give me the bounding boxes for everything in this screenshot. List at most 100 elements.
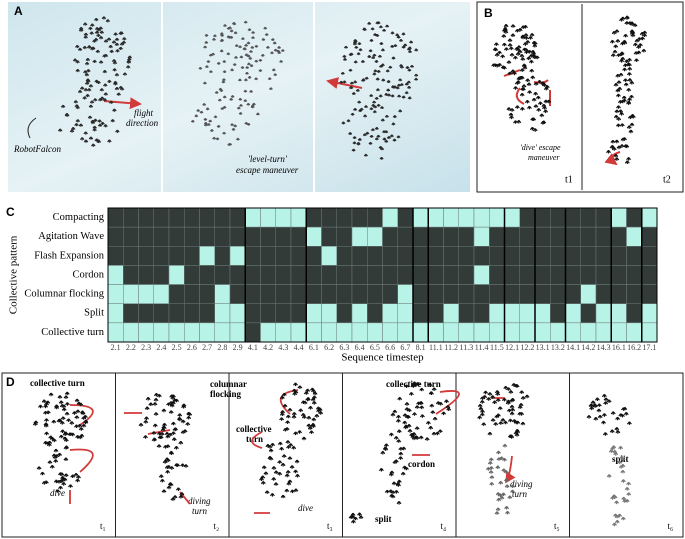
heat-cell (229, 207, 246, 228)
heat-cell (504, 265, 520, 285)
heat-cell (565, 322, 581, 343)
heat-cell (473, 322, 490, 343)
heat-cell (550, 207, 566, 228)
heat-cell (458, 284, 475, 304)
heat-cell (199, 207, 215, 228)
heat-cell (367, 226, 383, 247)
heat-cell (214, 226, 231, 247)
pattern-label: split (375, 514, 392, 524)
heat-cell (595, 207, 612, 228)
column-label: 11.1 (429, 343, 443, 352)
annotation: flight (134, 108, 154, 118)
heat-cell (397, 226, 414, 247)
column-label: 11.3 (460, 343, 474, 352)
arrows (69, 389, 512, 514)
heat-cell (367, 207, 383, 228)
panel-label: A (14, 4, 23, 18)
heat-cell (397, 265, 414, 285)
heat-cell (351, 246, 368, 266)
heat-cell (534, 284, 551, 304)
heat-cell (199, 226, 215, 247)
heat-cell (351, 226, 368, 247)
heat-cell (458, 265, 475, 285)
column-label: 6.5 (370, 343, 380, 352)
heat-cell (443, 246, 459, 266)
heat-cell (245, 207, 261, 228)
heat-cell (367, 246, 383, 266)
heat-cell (428, 246, 444, 266)
column-label: 4.4 (294, 343, 304, 352)
heat-cell (214, 246, 231, 266)
arrow (326, 77, 363, 89)
pattern-label: turn (246, 434, 263, 444)
panel-label: B (484, 6, 493, 20)
heat-cell (641, 207, 658, 228)
heat-cell (626, 284, 642, 304)
heat-cell (519, 246, 536, 266)
heat-cell (214, 207, 231, 228)
heat-cell (611, 303, 627, 324)
column-label: 13.2 (551, 343, 565, 352)
heat-cell (290, 265, 307, 285)
heat-cell (123, 226, 139, 247)
heat-cell (336, 207, 353, 228)
heat-cell (397, 322, 414, 343)
heat-cell (489, 322, 505, 343)
heat-cell (351, 322, 368, 343)
heat-cell (306, 226, 322, 247)
heat-cell (199, 246, 215, 266)
heat-cell (641, 322, 658, 343)
heat-cell (397, 303, 414, 324)
row-label: Agitation Wave (38, 231, 104, 242)
heat-cell (153, 322, 170, 343)
heat-cell (184, 246, 200, 266)
heat-cell (336, 284, 353, 304)
column-label: 4.2 (263, 343, 273, 352)
heat-cell (184, 322, 200, 343)
row-label: Collective turn (41, 327, 104, 338)
heat-cell (153, 207, 170, 228)
heat-cell (260, 265, 276, 285)
heat-cell (306, 322, 322, 343)
heat-cell (229, 284, 246, 304)
photo-strip (8, 2, 470, 192)
heat-cell (260, 303, 276, 324)
heat-cell (534, 303, 551, 324)
heat-cell (184, 226, 200, 247)
annotation: RobotFalcon (13, 144, 61, 154)
heat-cell (229, 303, 246, 324)
heat-cell (458, 246, 475, 266)
heat-cell (550, 303, 566, 324)
flock (57, 16, 133, 147)
heat-cell (107, 322, 124, 343)
heat-cell (595, 284, 612, 304)
flock (190, 20, 285, 146)
heat-cell (107, 303, 124, 324)
pattern-label: diving (188, 496, 211, 506)
heat-cell (580, 322, 597, 343)
heat-cell (519, 303, 536, 324)
heat-cell (321, 207, 337, 228)
flock (339, 21, 419, 160)
time-label: t₄ (441, 521, 447, 531)
row-label: Columnar flocking (24, 289, 104, 300)
heat-cell (428, 226, 444, 247)
heat-cell (443, 226, 459, 247)
heat-cell (519, 207, 536, 228)
heat-cell (397, 246, 414, 266)
heat-cell (260, 246, 276, 266)
heat-cell (580, 265, 597, 285)
heat-cell (382, 226, 398, 247)
heat-cell (107, 265, 124, 285)
heat-cell (580, 284, 597, 304)
heat-cell (611, 265, 627, 285)
pattern-label: split (612, 454, 629, 464)
heat-cell (382, 207, 398, 228)
heat-cell (412, 246, 429, 266)
heat-cell (138, 207, 154, 228)
heat-cell (306, 207, 322, 228)
heat-frame (107, 207, 658, 343)
heat-cell (306, 265, 322, 285)
heat-cell (153, 246, 170, 266)
heat-cell (550, 322, 566, 343)
